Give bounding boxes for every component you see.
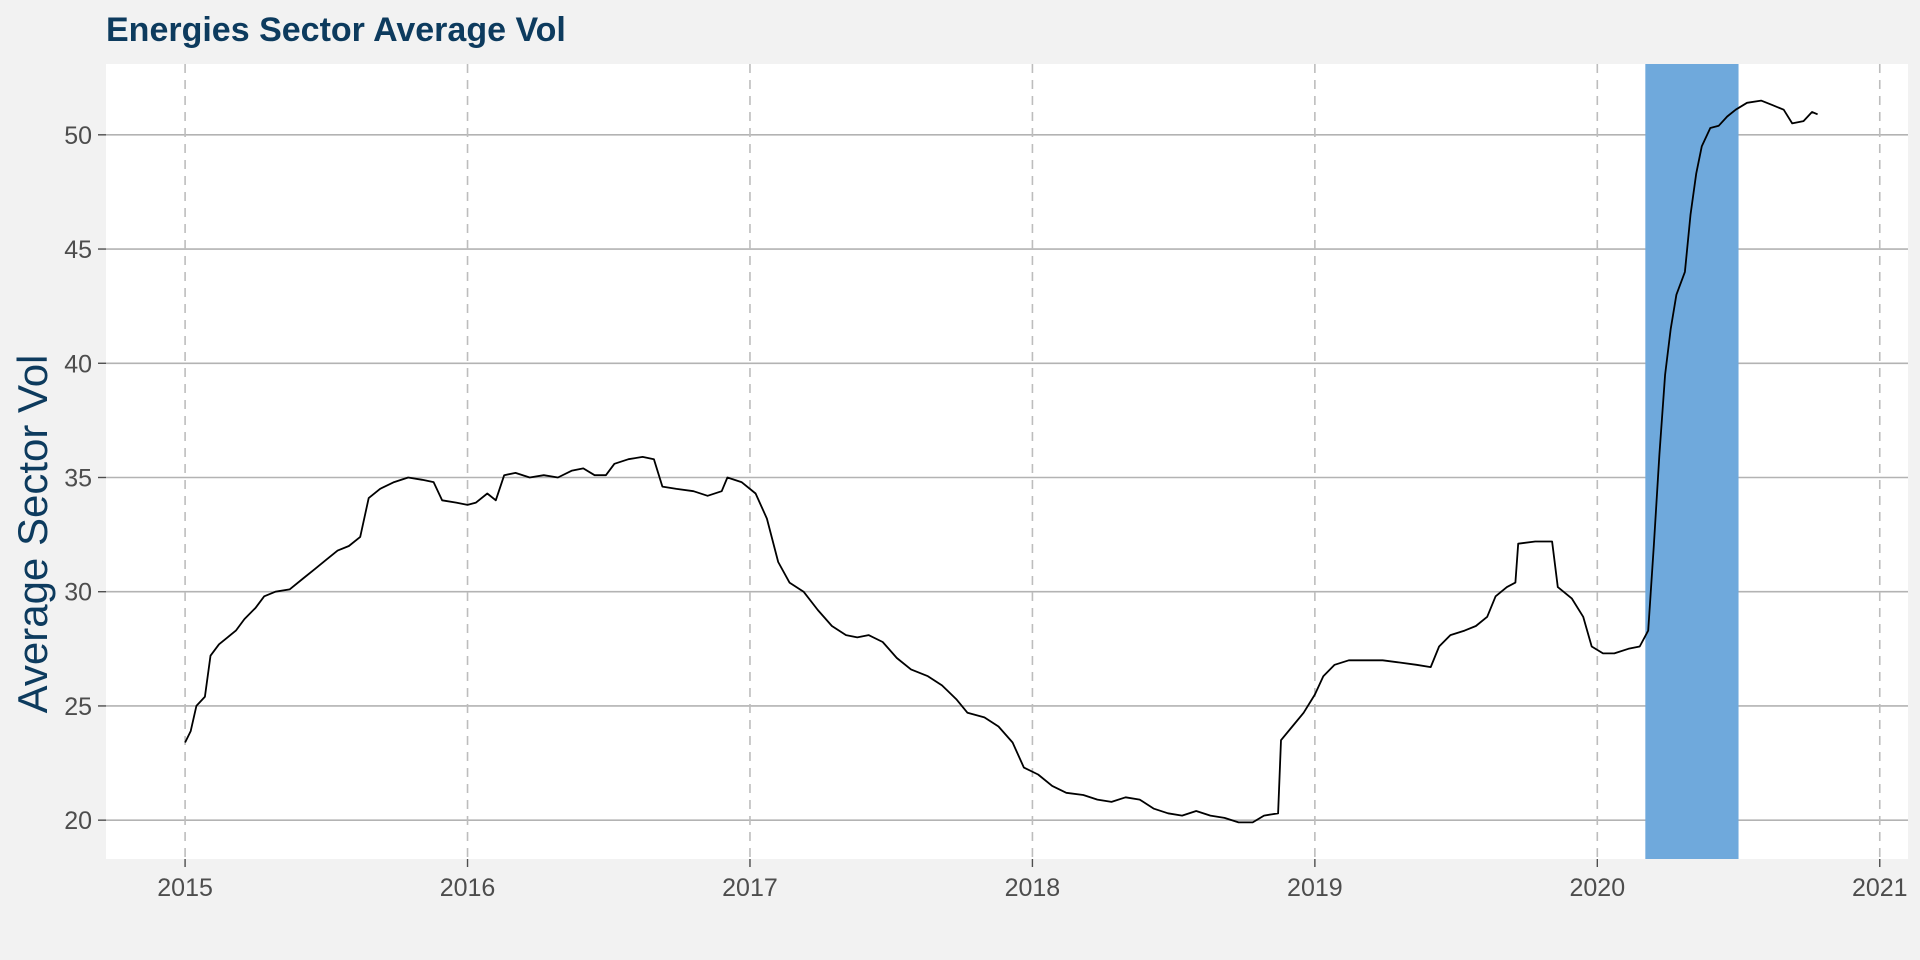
y-tick-label: 40 bbox=[64, 350, 92, 378]
y-tick-label: 50 bbox=[64, 122, 92, 150]
x-tick-label: 2020 bbox=[1569, 874, 1625, 902]
y-tick-label: 45 bbox=[64, 236, 92, 264]
series-line-0 bbox=[184, 99, 1818, 824]
x-tick-label: 2021 bbox=[1852, 874, 1908, 902]
highlight-band-layer bbox=[1645, 64, 1739, 859]
panel-background bbox=[106, 64, 1908, 859]
series-layer bbox=[184, 99, 1818, 824]
x-tick-label: 2018 bbox=[1005, 874, 1061, 902]
y-tick-label: 20 bbox=[64, 807, 92, 835]
grid-layer bbox=[106, 64, 1908, 859]
x-tick-label: 2016 bbox=[440, 874, 496, 902]
x-tick-label: 2019 bbox=[1287, 874, 1343, 902]
chart-title: Energies Sector Average Vol bbox=[106, 11, 566, 49]
y-tick-label: 25 bbox=[64, 693, 92, 721]
y-tick-label: 30 bbox=[64, 579, 92, 607]
x-tick-label: 2017 bbox=[722, 874, 778, 902]
tick-label-layer: 20 25 30 35 40 45 50 2015 2016 2017 2018 2019 2020 20… bbox=[64, 122, 1907, 902]
y-tick-label: 35 bbox=[64, 464, 92, 492]
x-tick-label: 2015 bbox=[157, 874, 213, 902]
highlight-band bbox=[1645, 64, 1739, 859]
y-axis-label: Average Sector Vol bbox=[9, 355, 56, 714]
